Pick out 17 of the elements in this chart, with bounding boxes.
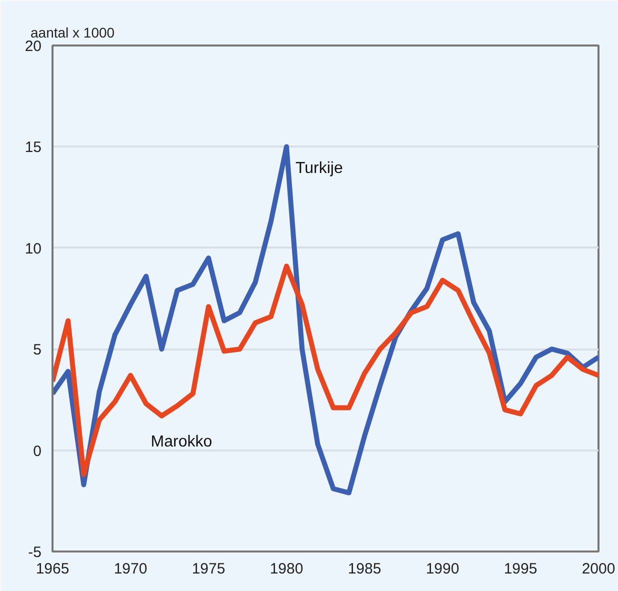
y-tick-label: 15: [24, 139, 42, 156]
y-tick-label: 5: [33, 342, 42, 359]
x-tick-label: 1965: [36, 560, 70, 578]
y-tick-label: 20: [24, 38, 42, 55]
x-tick-label: 1970: [114, 560, 148, 578]
x-tick-label: 1990: [426, 560, 460, 578]
y-tick-label: 10: [24, 240, 42, 258]
x-tick-label: 1975: [192, 560, 226, 578]
series-label: Marokko: [150, 433, 212, 450]
x-tick-label: 2000: [582, 560, 616, 578]
x-tick-label: 1980: [270, 560, 304, 578]
y-axis-title: aantal x 1000: [30, 24, 115, 40]
series-label: Turkije: [295, 160, 343, 178]
y-tick-label: 0: [33, 442, 42, 460]
x-tick-label: 1985: [348, 560, 382, 578]
x-tick-label: 1995: [504, 560, 538, 578]
y-tick-label: -5: [28, 544, 42, 561]
